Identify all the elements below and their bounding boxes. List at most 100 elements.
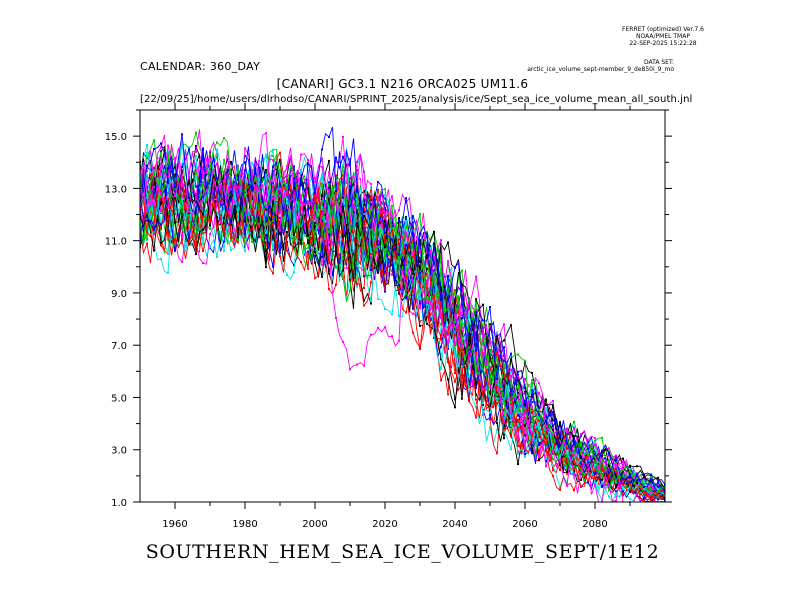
series-point <box>503 415 505 418</box>
series-point <box>174 238 176 241</box>
series-point <box>461 269 463 272</box>
series-point <box>314 211 316 214</box>
series-point <box>559 456 561 459</box>
series-point <box>328 231 330 234</box>
series-point <box>384 307 386 310</box>
series-point <box>167 155 169 158</box>
series-point <box>475 377 477 379</box>
series-point <box>643 474 645 477</box>
series-point <box>405 197 407 200</box>
series-point <box>335 176 337 179</box>
series-point <box>503 428 505 431</box>
series-point <box>384 287 386 289</box>
series-point <box>622 477 624 480</box>
series-point <box>209 210 211 213</box>
series-point <box>335 266 337 269</box>
series-point <box>349 278 351 281</box>
series-point <box>391 313 393 316</box>
series-point <box>391 221 393 224</box>
chart-subtitle: [22/09/25]/home/users/dlrhodso/CANARI/SP… <box>140 94 693 105</box>
series-point <box>146 196 148 199</box>
series-point <box>447 274 449 277</box>
series-point <box>398 256 400 258</box>
series-point <box>363 266 365 269</box>
series-point <box>286 168 288 171</box>
series-point <box>580 458 582 461</box>
series-point <box>209 174 211 177</box>
series-point <box>153 223 155 226</box>
series-point <box>545 446 547 449</box>
series-point <box>552 439 554 441</box>
series-point <box>265 156 267 159</box>
series-point <box>461 337 463 340</box>
series-point <box>524 450 526 452</box>
series-point <box>405 241 407 243</box>
series-point <box>475 331 477 334</box>
series-point <box>174 162 176 165</box>
series-point <box>265 210 267 213</box>
series-point <box>433 230 435 233</box>
series-point <box>629 483 631 485</box>
series-point <box>265 169 267 171</box>
series-point <box>538 444 540 446</box>
series-point <box>538 437 540 440</box>
series-point <box>482 319 484 322</box>
series-point <box>531 420 533 423</box>
series-point <box>510 390 512 393</box>
series-point <box>174 213 176 216</box>
series-point <box>594 455 596 458</box>
series-point <box>405 215 407 218</box>
x-tick-label: 1960 <box>162 519 187 530</box>
series-point <box>559 488 561 491</box>
series-point <box>356 285 358 288</box>
series-point <box>538 419 540 422</box>
series-point <box>195 155 197 158</box>
series-point <box>293 271 295 274</box>
series-point <box>601 455 603 458</box>
series-point <box>503 360 505 363</box>
series-point <box>398 229 400 232</box>
series-point <box>475 387 477 390</box>
series-point <box>440 289 442 292</box>
series-point <box>419 320 421 323</box>
series-point <box>244 176 246 179</box>
series-point <box>237 228 239 231</box>
series-point <box>552 449 554 452</box>
series-point <box>223 158 225 161</box>
series-point <box>517 409 519 412</box>
series-point <box>377 211 379 213</box>
series-point <box>251 161 253 164</box>
series-point <box>552 458 554 461</box>
series-point <box>398 238 400 241</box>
series-point <box>594 437 596 440</box>
series-point <box>475 349 477 352</box>
series-point <box>328 219 330 222</box>
series-point <box>356 188 358 191</box>
series-point <box>573 437 575 440</box>
series-point <box>342 240 344 243</box>
series-point <box>587 453 589 456</box>
series-point <box>146 205 148 208</box>
series-point <box>419 232 421 235</box>
series-point <box>307 169 309 172</box>
series-point <box>454 266 456 269</box>
series-point <box>447 312 449 315</box>
series-point <box>622 457 624 460</box>
series-point <box>524 440 526 443</box>
series-point <box>629 481 631 484</box>
series-point <box>188 239 190 242</box>
series-point <box>503 421 505 424</box>
series-point <box>188 146 190 149</box>
series-point <box>657 498 659 501</box>
series-point <box>237 178 239 181</box>
series-point <box>405 260 407 263</box>
series-point <box>167 182 169 185</box>
series-point <box>153 241 155 244</box>
series-point <box>524 400 526 402</box>
series-point <box>524 424 526 427</box>
y-tick-label: 13.0 <box>105 184 127 195</box>
series-point <box>349 239 351 242</box>
series-point <box>573 452 575 455</box>
series-point <box>650 482 652 485</box>
series-point <box>475 342 477 345</box>
